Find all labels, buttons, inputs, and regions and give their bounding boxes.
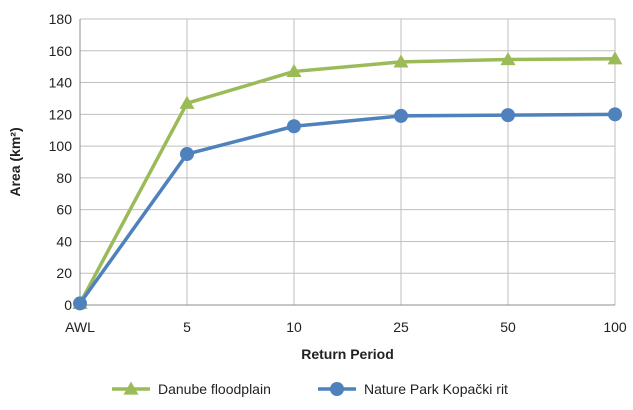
legend-item: Nature Park Kopački rit — [318, 381, 508, 397]
legend-item: Danube floodplain — [112, 381, 271, 397]
data-point — [394, 108, 408, 123]
series-group — [72, 51, 623, 311]
y-tick-label: 0 — [64, 297, 72, 313]
y-tick-label: 100 — [49, 138, 73, 154]
y-tick-label: 60 — [56, 202, 72, 218]
series-line — [78, 56, 616, 305]
legend-marker — [330, 382, 344, 396]
data-point — [287, 119, 301, 134]
y-tick-label: 160 — [49, 43, 73, 59]
data-point — [180, 147, 194, 162]
data-point — [607, 51, 623, 65]
data-point — [500, 52, 516, 66]
legend-label: Danube floodplain — [158, 381, 271, 397]
series-0 — [72, 51, 623, 310]
x-tick-label: 50 — [500, 319, 516, 335]
y-tick-label: 40 — [56, 233, 72, 249]
y-tick-label: 140 — [49, 75, 73, 91]
x-tick-label: 10 — [286, 319, 302, 335]
data-point — [286, 63, 302, 78]
y-tick-label: 180 — [49, 11, 73, 27]
y-axis-label: Area (km²) — [7, 127, 23, 196]
series-1 — [73, 107, 622, 311]
x-axis-ticks: AWL 5 10 25 50 100 — [65, 319, 627, 335]
x-tick-label: 5 — [183, 319, 191, 335]
series-line — [78, 112, 616, 305]
x-tick-label: AWL — [65, 319, 95, 335]
y-axis-ticks: 0 20 40 60 80 100 120 140 160 180 — [49, 11, 73, 313]
y-tick-label: 80 — [56, 170, 72, 186]
x-tick-label: 25 — [393, 319, 409, 335]
grid — [79, 18, 616, 306]
data-point — [393, 54, 409, 68]
legend-marker — [123, 381, 139, 395]
legend: Danube floodplain Nature Park Kopački rit — [112, 381, 508, 397]
data-point — [501, 108, 515, 123]
y-tick-label: 20 — [56, 265, 72, 281]
legend-label: Nature Park Kopački rit — [364, 381, 508, 397]
data-point — [608, 107, 622, 122]
y-tick-label: 120 — [49, 106, 73, 122]
x-tick-label: 100 — [603, 319, 627, 335]
data-point — [73, 296, 87, 311]
x-axis-label: Return Period — [301, 346, 394, 362]
data-point — [179, 95, 195, 109]
